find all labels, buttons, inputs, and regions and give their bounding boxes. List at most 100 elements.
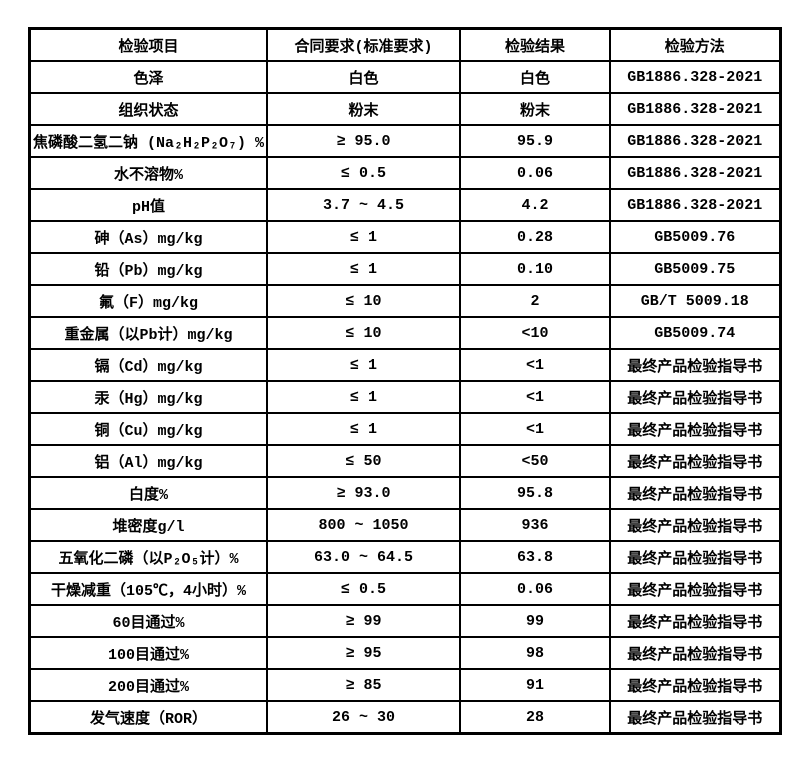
table-row: 重金属（以Pb计）mg/kg ≤ 10 <10 GB5009.74: [28, 316, 782, 350]
cell-requirement: ≤ 0.5: [266, 156, 462, 190]
cell-item: 汞（Hg）mg/kg: [28, 380, 269, 414]
cell-method: 最终产品检验指导书: [609, 380, 782, 414]
cell-method: 最终产品检验指导书: [609, 540, 782, 574]
table-row: 焦磷酸二氢二钠 (Na₂H₂P₂O₇) % ≥ 95.0 95.9 GB1886.32…: [28, 124, 782, 158]
cell-requirement: ≤ 1: [266, 252, 462, 286]
cell-item: 五氧化二磷（以P₂O₅计）%: [28, 540, 269, 574]
header-cell-method: 检验方法: [609, 27, 782, 62]
cell-method: GB5009.76: [609, 220, 782, 254]
cell-method: 最终产品检验指导书: [609, 476, 782, 510]
table-row: 五氧化二磷（以P₂O₅计）% 63.0 ~ 64.5 63.8 最终产品检验指导书: [28, 540, 782, 574]
header-cell-item: 检验项目: [28, 27, 269, 62]
cell-item: 重金属（以Pb计）mg/kg: [28, 316, 269, 350]
cell-result: 2: [459, 284, 612, 318]
cell-method: GB1886.328-2021: [609, 156, 782, 190]
cell-item: 发气速度（ROR）: [28, 700, 269, 735]
table-row: 水不溶物% ≤ 0.5 0.06 GB1886.328-2021: [28, 156, 782, 190]
table-row: 白度% ≥ 93.0 95.8 最终产品检验指导书: [28, 476, 782, 510]
cell-requirement: ≥ 93.0: [266, 476, 462, 510]
cell-result: <10: [459, 316, 612, 350]
cell-result: 白色: [459, 60, 612, 94]
cell-method: 最终产品检验指导书: [609, 572, 782, 606]
table-row: 氟（F）mg/kg ≤ 10 2 GB/T 5009.18: [28, 284, 782, 318]
cell-item: 200目通过%: [28, 668, 269, 702]
cell-requirement: ≤ 1: [266, 220, 462, 254]
header-cell-requirement: 合同要求(标准要求): [266, 27, 462, 62]
cell-method: GB1886.328-2021: [609, 188, 782, 222]
cell-item: 堆密度g/l: [28, 508, 269, 542]
cell-item: 60目通过%: [28, 604, 269, 638]
cell-result: <1: [459, 412, 612, 446]
table-row: 汞（Hg）mg/kg ≤ 1 <1 最终产品检验指导书: [28, 380, 782, 414]
cell-item: 氟（F）mg/kg: [28, 284, 269, 318]
cell-result: <1: [459, 380, 612, 414]
cell-method: GB5009.75: [609, 252, 782, 286]
cell-requirement: ≤ 1: [266, 380, 462, 414]
cell-item: 砷（As）mg/kg: [28, 220, 269, 254]
cell-result: 0.06: [459, 572, 612, 606]
cell-requirement: ≤ 0.5: [266, 572, 462, 606]
cell-result: <50: [459, 444, 612, 478]
cell-method: 最终产品检验指导书: [609, 508, 782, 542]
table-row: 100目通过% ≥ 95 98 最终产品检验指导书: [28, 636, 782, 670]
cell-result: 28: [459, 700, 612, 735]
cell-result: 95.9: [459, 124, 612, 158]
cell-requirement: 粉末: [266, 92, 462, 126]
cell-method: GB1886.328-2021: [609, 92, 782, 126]
cell-item: 组织状态: [28, 92, 269, 126]
cell-item: 铝（Al）mg/kg: [28, 444, 269, 478]
table-row: 60目通过% ≥ 99 99 最终产品检验指导书: [28, 604, 782, 638]
table-row: 组织状态 粉末 粉末 GB1886.328-2021: [28, 92, 782, 126]
cell-item: 焦磷酸二氢二钠 (Na₂H₂P₂O₇) %: [28, 124, 269, 158]
table-row: 200目通过% ≥ 85 91 最终产品检验指导书: [28, 668, 782, 702]
cell-requirement: ≤ 1: [266, 348, 462, 382]
cell-item: 白度%: [28, 476, 269, 510]
table-row: 铜（Cu）mg/kg ≤ 1 <1 最终产品检验指导书: [28, 412, 782, 446]
cell-method: 最终产品检验指导书: [609, 668, 782, 702]
inspection-table: 检验项目 合同要求(标准要求) 检验结果 检验方法 色泽 白色 白色 GB1886.3…: [28, 27, 782, 735]
table-row: 发气速度（ROR） 26 ~ 30 28 最终产品检验指导书: [28, 700, 782, 735]
table-row: 堆密度g/l 800 ~ 1050 936 最终产品检验指导书: [28, 508, 782, 542]
cell-result: 98: [459, 636, 612, 670]
table-body: 色泽 白色 白色 GB1886.328-2021 组织状态 粉末 粉末 GB1886.328-…: [28, 60, 782, 735]
cell-result: 95.8: [459, 476, 612, 510]
cell-method: 最终产品检验指导书: [609, 412, 782, 446]
header-cell-result: 检验结果: [459, 27, 612, 62]
cell-result: <1: [459, 348, 612, 382]
cell-result: 0.06: [459, 156, 612, 190]
cell-result: 63.8: [459, 540, 612, 574]
cell-item: 100目通过%: [28, 636, 269, 670]
table-row: 铝（Al）mg/kg ≤ 50 <50 最终产品检验指导书: [28, 444, 782, 478]
cell-method: GB5009.74: [609, 316, 782, 350]
cell-requirement: ≥ 99: [266, 604, 462, 638]
cell-result: 4.2: [459, 188, 612, 222]
cell-requirement: ≤ 10: [266, 284, 462, 318]
cell-item: 镉（Cd）mg/kg: [28, 348, 269, 382]
cell-method: GB1886.328-2021: [609, 60, 782, 94]
cell-item: pH值: [28, 188, 269, 222]
cell-requirement: ≤ 10: [266, 316, 462, 350]
cell-item: 干燥减重（105℃，4小时）%: [28, 572, 269, 606]
cell-requirement: ≤ 1: [266, 412, 462, 446]
cell-result: 936: [459, 508, 612, 542]
cell-requirement: ≥ 95.0: [266, 124, 462, 158]
cell-requirement: ≥ 95: [266, 636, 462, 670]
cell-method: 最终产品检验指导书: [609, 604, 782, 638]
cell-item: 铅（Pb）mg/kg: [28, 252, 269, 286]
cell-method: GB/T 5009.18: [609, 284, 782, 318]
cell-requirement: 63.0 ~ 64.5: [266, 540, 462, 574]
cell-result: 99: [459, 604, 612, 638]
cell-requirement: 26 ~ 30: [266, 700, 462, 735]
cell-method: 最终产品检验指导书: [609, 636, 782, 670]
cell-requirement: ≥ 85: [266, 668, 462, 702]
cell-method: 最终产品检验指导书: [609, 348, 782, 382]
table-row: 镉（Cd）mg/kg ≤ 1 <1 最终产品检验指导书: [28, 348, 782, 382]
cell-requirement: ≤ 50: [266, 444, 462, 478]
table-row: 砷（As）mg/kg ≤ 1 0.28 GB5009.76: [28, 220, 782, 254]
cell-result: 粉末: [459, 92, 612, 126]
cell-requirement: 800 ~ 1050: [266, 508, 462, 542]
cell-item: 水不溶物%: [28, 156, 269, 190]
cell-result: 0.10: [459, 252, 612, 286]
table-row: 色泽 白色 白色 GB1886.328-2021: [28, 60, 782, 94]
